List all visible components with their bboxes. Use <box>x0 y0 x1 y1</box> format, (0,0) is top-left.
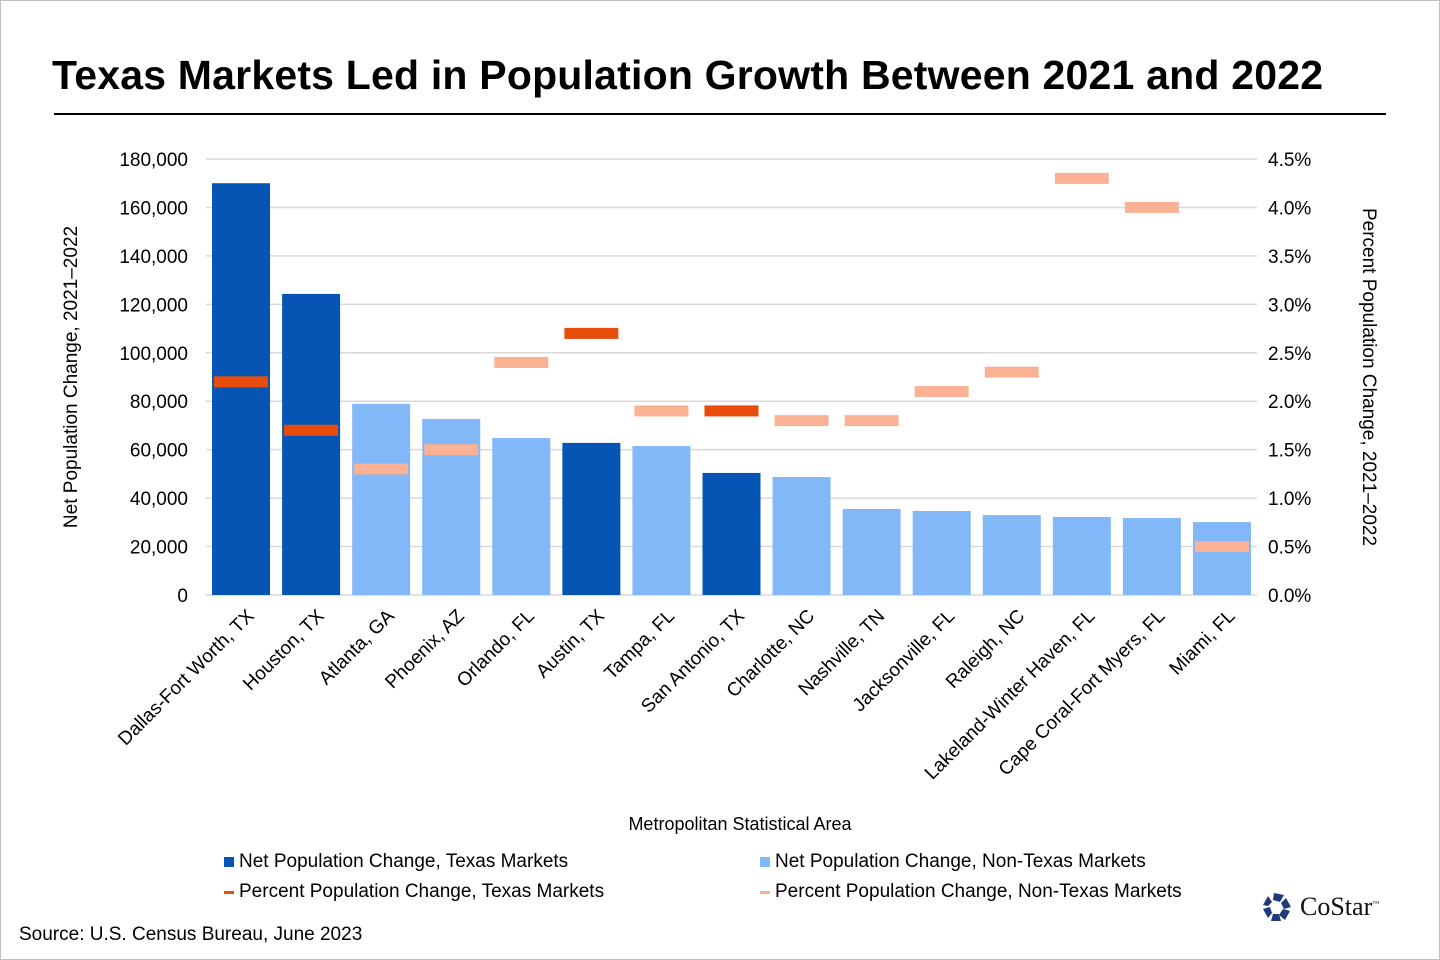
y-tick-label: 140,000 <box>119 247 188 268</box>
costar-logo-text: CoStar™ <box>1300 892 1380 921</box>
bar-non-texas <box>842 509 901 595</box>
source-note: Source: U.S. Census Bureau, June 2023 <box>19 924 363 945</box>
y2-tick-label: 2.0% <box>1268 392 1311 413</box>
pct-marker-texas <box>214 376 269 388</box>
pct-marker-non-texas <box>914 386 969 398</box>
y-axis-title: Net Population Change, 2021–2022 <box>61 226 82 528</box>
y-tick-label: 180,000 <box>119 150 188 171</box>
pct-marker-non-texas <box>424 444 479 456</box>
bar-non-texas <box>982 515 1041 595</box>
y2-tick-label: 1.5% <box>1268 441 1311 462</box>
pct-marker-texas <box>564 327 619 339</box>
chart-title: Texas Markets Led in Population Growth B… <box>52 52 1324 98</box>
y-tick-label: 80,000 <box>130 392 188 413</box>
y2-tick-label: 2.5% <box>1268 344 1311 365</box>
y2-tick-label: 3.5% <box>1268 247 1311 268</box>
costar-star-icon <box>1263 893 1291 921</box>
legend-label: Percent Population Change, Texas Markets <box>239 881 605 902</box>
y-tick-label: 0 <box>177 586 188 607</box>
pct-marker-non-texas <box>1194 541 1249 553</box>
pct-marker-non-texas <box>494 356 549 368</box>
legend-swatch <box>224 857 234 867</box>
pct-marker-texas <box>284 424 339 436</box>
pct-marker-non-texas <box>844 415 899 427</box>
y-tick-label: 100,000 <box>119 344 188 365</box>
y2-tick-label: 0.5% <box>1268 538 1311 559</box>
bar-non-texas <box>912 510 971 595</box>
legend-label: Net Population Change, Texas Markets <box>239 851 569 872</box>
bar-non-texas <box>1122 517 1181 595</box>
bar-non-texas <box>492 438 551 595</box>
y-tick-label: 120,000 <box>119 295 188 316</box>
pct-marker-non-texas <box>1054 172 1109 184</box>
pct-marker-texas <box>704 405 759 417</box>
bar-non-texas <box>772 477 831 595</box>
bar-non-texas <box>1052 517 1111 595</box>
bar-non-texas <box>632 446 691 595</box>
y-tick-label: 40,000 <box>130 489 188 510</box>
pct-marker-non-texas <box>634 405 689 417</box>
legend-swatch <box>760 890 770 894</box>
x-axis-title: Metropolitan Statistical Area <box>628 814 852 834</box>
legend-label: Percent Population Change, Non-Texas Mar… <box>775 881 1182 902</box>
bar-texas <box>702 472 761 595</box>
x-tick-label: Miami, FL <box>1166 606 1240 680</box>
legend-texas-pct: Percent Population Change, Texas Markets <box>224 881 604 903</box>
y2-tick-label: 0.0% <box>1268 586 1311 607</box>
bar-texas <box>282 293 341 595</box>
pct-marker-non-texas <box>984 366 1039 378</box>
bar-texas <box>562 442 621 595</box>
legend-nontexas-net: Net Population Change, Non-Texas Markets <box>760 851 1146 873</box>
y2-tick-label: 3.0% <box>1268 295 1311 316</box>
x-tick-label: Austin, TX <box>532 605 609 682</box>
legend-label: Net Population Change, Non-Texas Markets <box>775 851 1146 872</box>
y-tick-label: 60,000 <box>130 441 188 462</box>
legend-swatch <box>224 890 234 894</box>
y-tick-label: 20,000 <box>130 538 188 559</box>
y2-tick-label: 1.0% <box>1268 489 1311 510</box>
legend-texas-net: Net Population Change, Texas Markets <box>224 851 568 873</box>
legend-nontexas-pct: Percent Population Change, Non-Texas Mar… <box>760 881 1182 903</box>
bar-non-texas <box>1192 522 1251 595</box>
pct-marker-non-texas <box>774 415 829 427</box>
title-rule <box>54 113 1386 115</box>
legend-swatch <box>760 857 770 867</box>
x-tick-label: Dallas-Fort Worth, TX <box>114 605 258 749</box>
bar-non-texas <box>352 403 411 595</box>
y2-tick-label: 4.5% <box>1268 150 1311 171</box>
y2-tick-label: 4.0% <box>1268 198 1311 219</box>
pct-marker-non-texas <box>1124 201 1179 213</box>
y-tick-label: 160,000 <box>119 198 188 219</box>
bar-texas <box>212 183 271 595</box>
costar-logo: CoStar™ <box>1260 890 1379 924</box>
y2-axis-title: Percent Population Change, 2021–2022 <box>1358 208 1379 546</box>
pct-marker-non-texas <box>354 463 409 475</box>
